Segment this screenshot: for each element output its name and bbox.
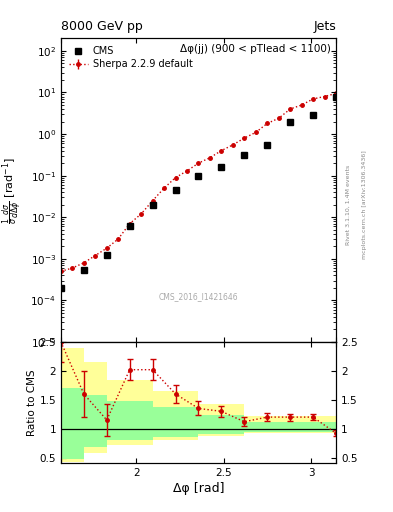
Text: mcplots.cern.ch [arXiv:1306.3436]: mcplots.cern.ch [arXiv:1306.3436] — [362, 151, 367, 259]
CMS — [105, 252, 109, 258]
CMS — [59, 285, 63, 291]
CMS — [311, 113, 316, 119]
CMS — [334, 94, 338, 100]
Line: CMS: CMS — [58, 93, 339, 291]
Y-axis label: $\frac{1}{\sigma}\frac{d\sigma}{d\Delta\phi}$ [rad$^{-1}$]: $\frac{1}{\sigma}\frac{d\sigma}{d\Delta\… — [1, 157, 25, 224]
Text: Δφ(jj) (900 < pTlead < 1100): Δφ(jj) (900 < pTlead < 1100) — [180, 45, 331, 54]
Text: Rivet 3.1.10, 1.4M events: Rivet 3.1.10, 1.4M events — [346, 165, 351, 245]
Y-axis label: Ratio to CMS: Ratio to CMS — [27, 369, 37, 436]
CMS — [127, 223, 132, 229]
Text: Jets: Jets — [313, 20, 336, 33]
CMS — [150, 202, 155, 208]
CMS — [219, 164, 224, 170]
CMS — [196, 173, 201, 179]
CMS — [173, 187, 178, 193]
CMS — [265, 142, 270, 148]
Text: 8000 GeV pp: 8000 GeV pp — [61, 20, 143, 33]
CMS — [288, 118, 292, 124]
Text: CMS_2016_I1421646: CMS_2016_I1421646 — [159, 292, 238, 301]
Legend: CMS, Sherpa 2.2.9 default: CMS, Sherpa 2.2.9 default — [66, 43, 196, 72]
CMS — [242, 152, 247, 158]
CMS — [81, 267, 86, 273]
X-axis label: Δφ [rad]: Δφ [rad] — [173, 482, 224, 496]
